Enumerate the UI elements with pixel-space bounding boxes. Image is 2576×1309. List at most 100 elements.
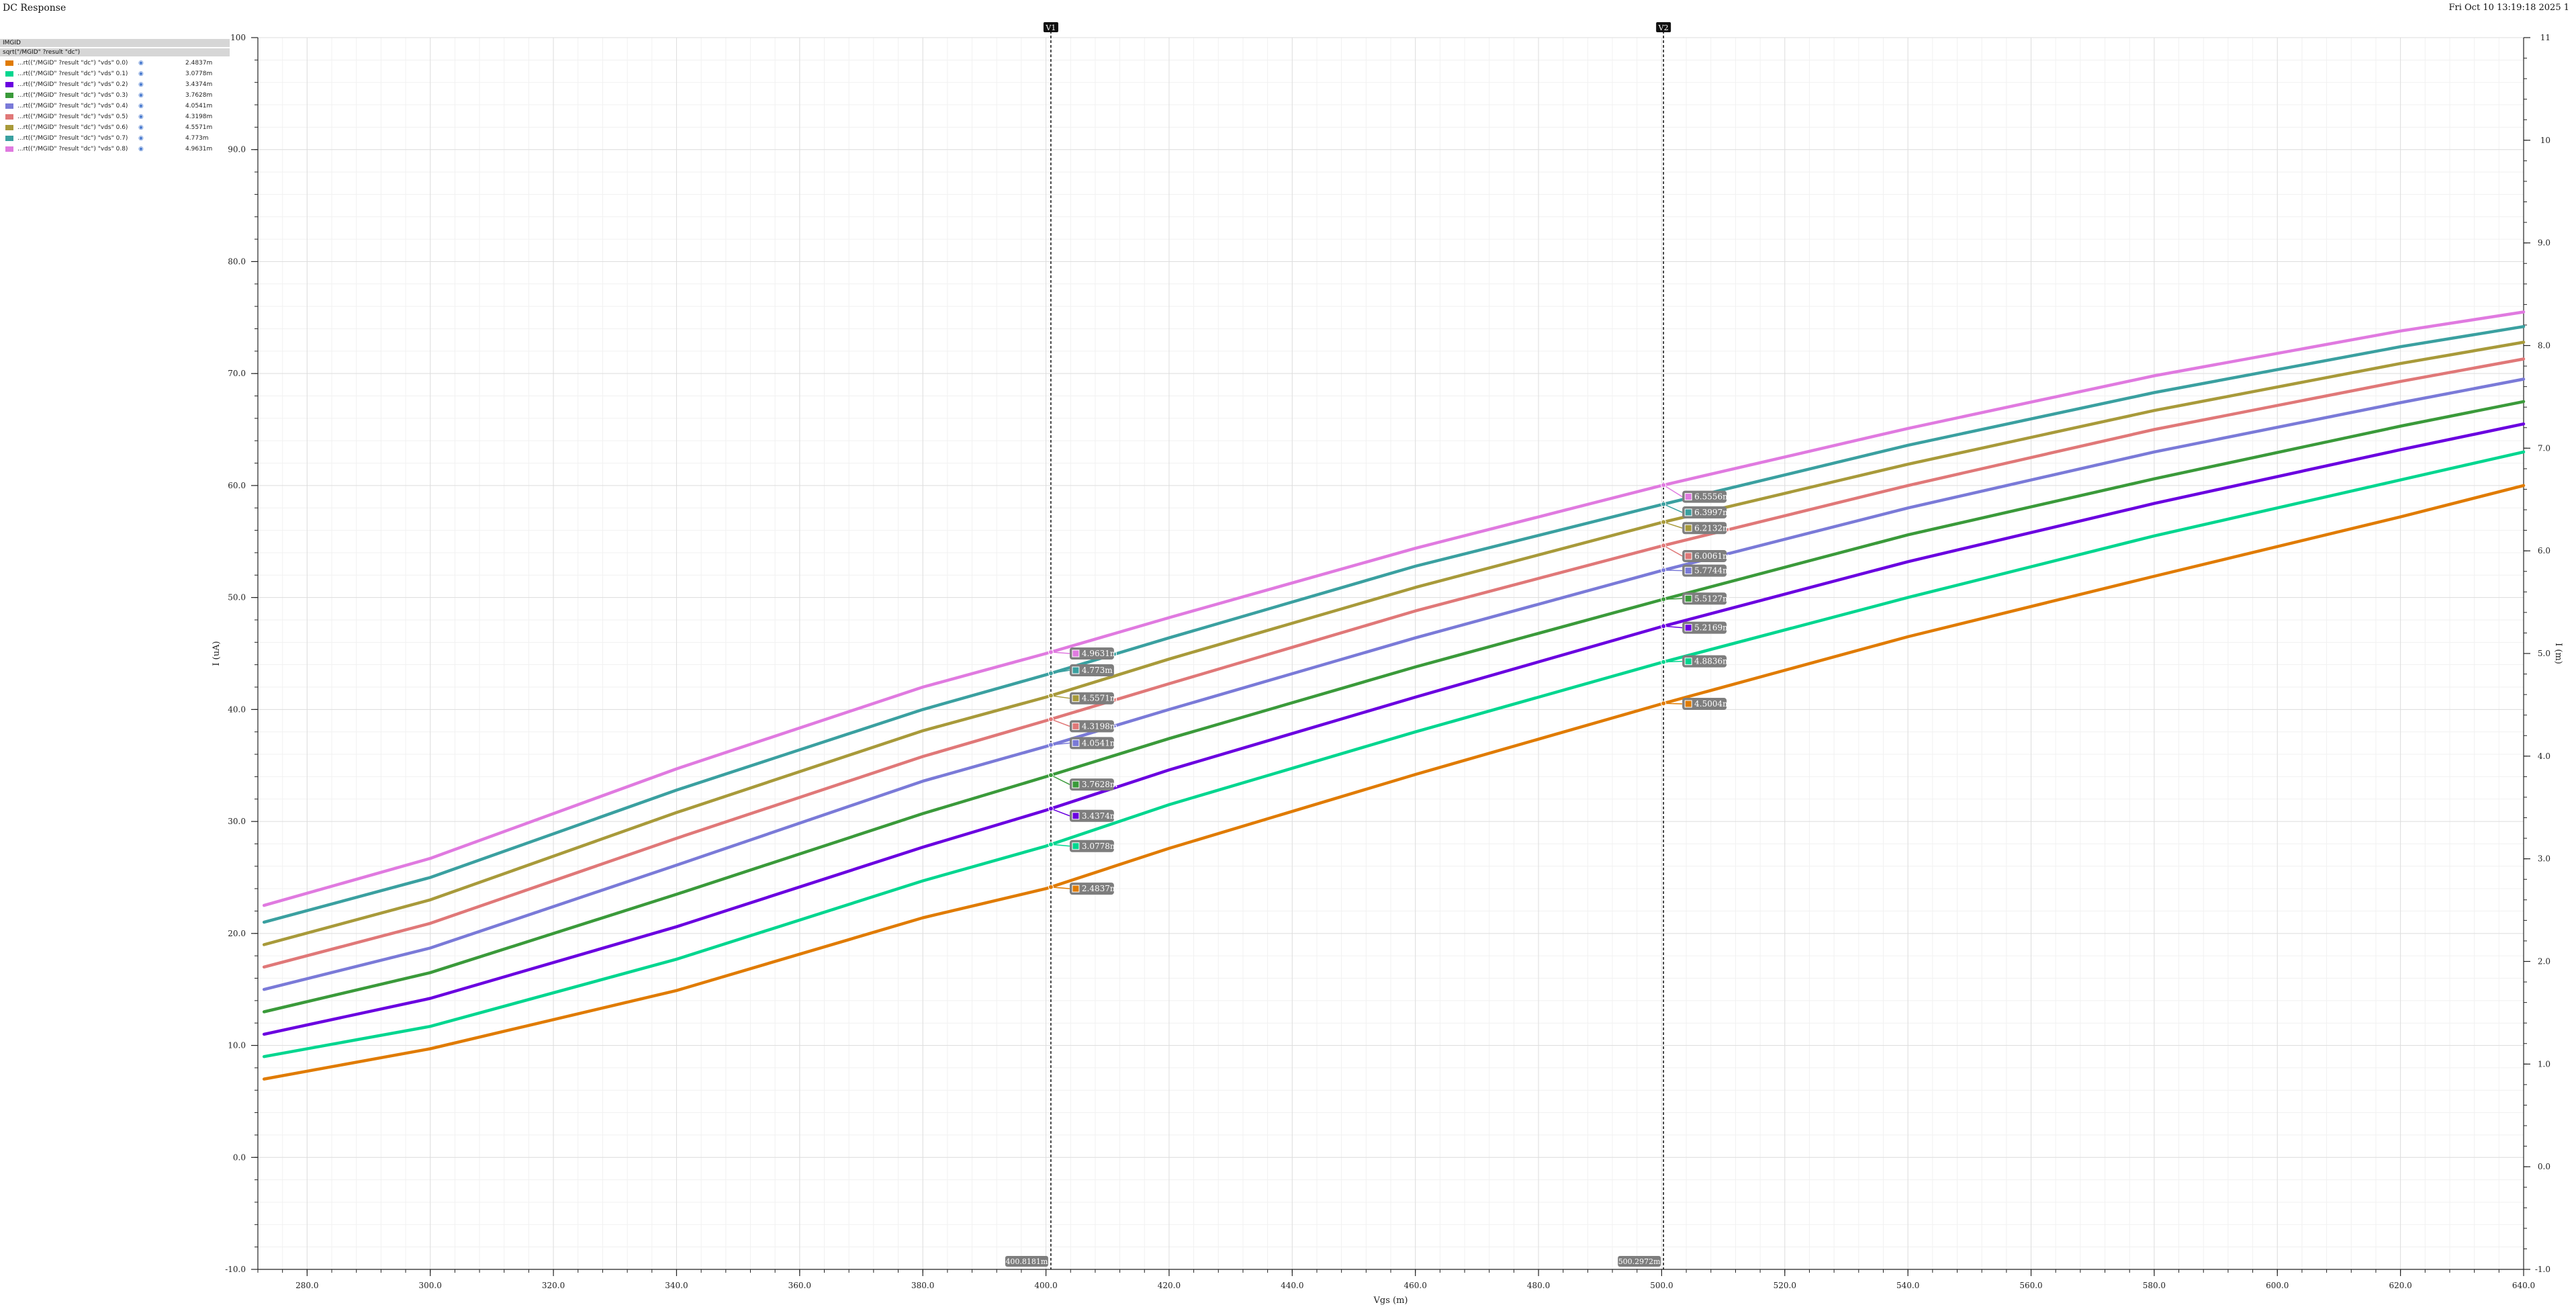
marker-leader <box>1663 503 1683 513</box>
marker-point <box>1661 543 1667 549</box>
marker-value-text: 3.0778m <box>1082 842 1118 851</box>
visibility-eye-icon[interactable]: ◉ <box>138 135 144 142</box>
legend-item[interactable]: ...rt(("/MGID" ?result "dc") "vds" 0.7) ◉… <box>0 133 230 144</box>
marker-value-swatch <box>1684 493 1692 501</box>
x-tick-label: 340.0 <box>665 1281 688 1290</box>
marker-leader <box>1050 670 1070 674</box>
marker-value-bg <box>1682 592 1727 605</box>
marker-value-bg <box>1069 720 1114 733</box>
marker-value-text: 5.7744m <box>1694 566 1731 576</box>
marker-value-bg <box>1069 692 1114 705</box>
visibility-eye-icon[interactable]: ◉ <box>138 60 144 66</box>
marker-value-bg <box>1069 664 1114 677</box>
marker-value-bg <box>1682 506 1727 518</box>
visibility-eye-icon[interactable]: ◉ <box>138 124 144 131</box>
marker-value-bg <box>1682 698 1727 711</box>
series-line-8 <box>262 310 2526 907</box>
marker-leader <box>1050 774 1070 785</box>
marker-value-label: 6.2132m <box>1682 522 1731 535</box>
visibility-eye-icon[interactable]: ◉ <box>138 146 144 152</box>
x-tick-label: 540.0 <box>1896 1281 1919 1290</box>
legend: IMGID sqrt("/MGID" ?result "dc") ...rt((… <box>0 39 230 154</box>
marker-tag-V2[interactable]: V2 <box>1656 22 1671 32</box>
marker-leader <box>1663 521 1683 529</box>
visibility-eye-icon[interactable]: ◉ <box>138 114 144 120</box>
marker-value-bg <box>1069 809 1114 822</box>
marker-value-text: 6.0061m <box>1694 551 1731 561</box>
marker-value-swatch <box>1072 694 1080 703</box>
marker-value-label: 4.0541m <box>1069 737 1118 750</box>
marker-value-bg <box>1682 490 1727 503</box>
legend-item-value: 3.7628m <box>185 92 213 99</box>
visibility-eye-icon[interactable]: ◉ <box>138 81 144 88</box>
marker-value-swatch <box>1684 524 1692 532</box>
marker-value-text: 6.2132m <box>1694 523 1731 533</box>
x-tick-label: 520.0 <box>1774 1281 1796 1290</box>
legend-item[interactable]: ...rt(("/MGID" ?result "dc") "vds" 0.1) ◉… <box>0 69 230 79</box>
marker-value-text: 4.9631m <box>1082 649 1118 658</box>
legend-item-name: ...rt(("/MGID" ?result "dc") "vds" 0.8) <box>17 146 128 152</box>
marker-value-swatch <box>1072 722 1080 730</box>
marker-point <box>1048 716 1054 722</box>
marker-point <box>1048 842 1054 848</box>
legend-swatch <box>5 60 13 66</box>
series-line-4 <box>262 377 2526 991</box>
series-line-2 <box>262 422 2526 1036</box>
legend-subheader[interactable]: sqrt("/MGID" ?result "dc") <box>0 48 230 56</box>
x-tick-label: 280.0 <box>295 1281 318 1290</box>
marker-value-swatch <box>1072 649 1080 658</box>
legend-item-name: ...rt(("/MGID" ?result "dc") "vds" 0.5) <box>17 114 128 120</box>
marker-value-bg <box>1682 621 1727 634</box>
marker-value-text: 4.5004m <box>1694 699 1731 709</box>
marker-tag-V1[interactable]: V1 <box>1043 22 1058 32</box>
legend-item[interactable]: ...rt(("/MGID" ?result "dc") "vds" 0.3) ◉… <box>0 90 230 101</box>
legend-item-name: ...rt(("/MGID" ?result "dc") "vds" 0.3) <box>17 92 128 99</box>
marker-point <box>1048 772 1054 778</box>
marker-leader <box>1050 719 1070 727</box>
marker-value-swatch <box>1072 885 1080 893</box>
marker-readout-text: 400.8181m <box>1005 1257 1048 1266</box>
y2-tick-label: 0.0 <box>2538 1162 2550 1171</box>
marker-point <box>1661 701 1667 707</box>
marker-value-bg <box>1069 778 1114 791</box>
marker-value-bg <box>1682 655 1727 668</box>
marker-value-bg <box>1069 883 1114 895</box>
marker-readout-text: 500.2972m <box>1618 1257 1661 1266</box>
y2-tick-label: -1.0 <box>2535 1265 2550 1274</box>
legend-item-value: 2.4837m <box>185 60 213 66</box>
legend-item[interactable]: ...rt(("/MGID" ?result "dc") "vds" 0.4) ◉… <box>0 101 230 111</box>
y-tick-label: 60.0 <box>228 481 246 490</box>
legend-item[interactable]: ...rt(("/MGID" ?result "dc") "vds" 0.0) ◉… <box>0 58 230 69</box>
x-tick-label: 300.0 <box>419 1281 442 1290</box>
marker-point <box>1048 692 1054 698</box>
series-line-5 <box>262 357 2526 969</box>
legend-item[interactable]: ...rt(("/MGID" ?result "dc") "vds" 0.5) ◉… <box>0 111 230 122</box>
x-tick-label: 500.0 <box>1650 1281 1673 1290</box>
y2-tick-label: 4.0 <box>2538 752 2550 761</box>
legend-swatch <box>5 103 13 109</box>
marker-leader <box>1050 695 1070 699</box>
legend-rows: ...rt(("/MGID" ?result "dc") "vds" 0.0) ◉… <box>0 58 230 154</box>
visibility-eye-icon[interactable]: ◉ <box>138 103 144 109</box>
marker-value-label: 3.0778m <box>1069 840 1118 852</box>
marker-value-label: 3.7628m <box>1069 778 1118 791</box>
marker-value-swatch <box>1072 780 1080 788</box>
marker-value-text: 2.4837m <box>1082 884 1118 893</box>
marker-value-text: 4.5571m <box>1082 694 1118 703</box>
legend-item-name: ...rt(("/MGID" ?result "dc") "vds" 0.6) <box>17 124 128 131</box>
legend-item[interactable]: ...rt(("/MGID" ?result "dc") "vds" 0.6) ◉… <box>0 122 230 133</box>
legend-item[interactable]: ...rt(("/MGID" ?result "dc") "vds" 0.2) ◉… <box>0 79 230 90</box>
visibility-eye-icon[interactable]: ◉ <box>138 92 144 99</box>
visibility-eye-icon[interactable]: ◉ <box>138 71 144 77</box>
legend-item[interactable]: ...rt(("/MGID" ?result "dc") "vds" 0.8) ◉… <box>0 144 230 154</box>
marker-point <box>1048 806 1054 812</box>
legend-header[interactable]: IMGID <box>0 39 230 47</box>
marker-value-text: 3.7628m <box>1082 780 1118 789</box>
marker-value-swatch <box>1684 624 1692 632</box>
y2-tick-label: 9.0 <box>2538 238 2550 248</box>
marker-value-label: 4.773m <box>1069 664 1114 677</box>
legend-item-name: ...rt(("/MGID" ?result "dc") "vds" 0.0) <box>17 60 128 66</box>
y-tick-label: 10.0 <box>228 1041 246 1050</box>
y2-tick-label: 8.0 <box>2538 341 2550 351</box>
